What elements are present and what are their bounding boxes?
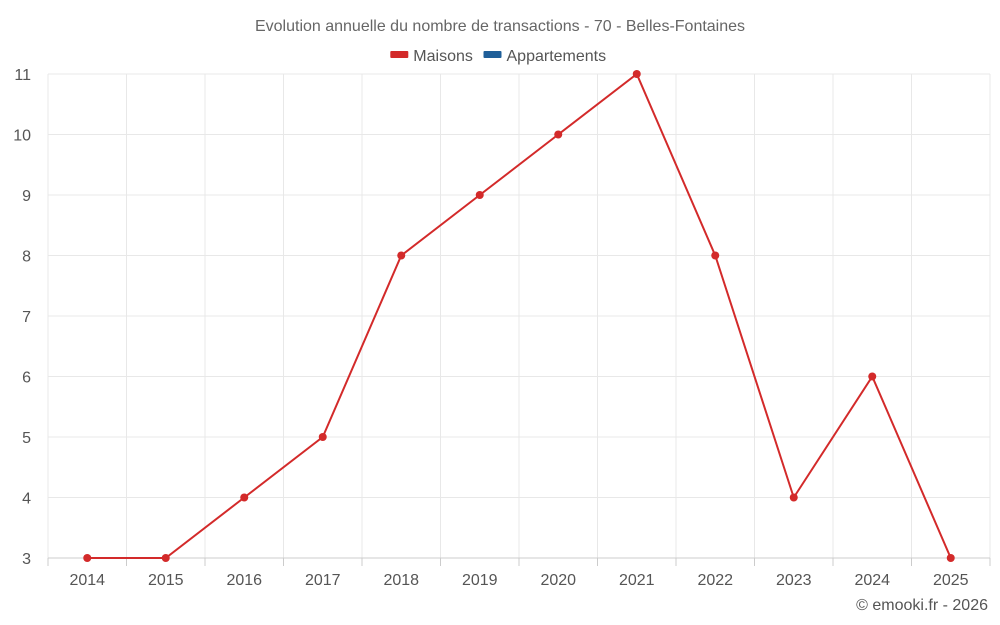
data-point[interactable] [397, 251, 406, 260]
y-tick-label: 5 [22, 430, 31, 447]
legend-swatch [390, 51, 409, 58]
x-tick-label: 2017 [305, 572, 341, 589]
series-line-maisons [87, 72, 952, 559]
data-point[interactable] [83, 554, 92, 562]
x-tick-label: 2018 [383, 572, 419, 589]
y-tick-label: 9 [22, 188, 31, 205]
legend-item-appartements[interactable]: Appartements [483, 48, 607, 65]
y-tick-label: 8 [22, 249, 31, 266]
data-point[interactable] [161, 554, 170, 562]
data-point[interactable] [946, 554, 955, 562]
x-tick-label: 2015 [148, 572, 184, 589]
y-tick-label: 6 [22, 370, 31, 387]
legend-label: Maisons [413, 48, 473, 65]
x-tick-label: 2023 [776, 572, 812, 589]
data-point[interactable] [632, 70, 641, 78]
y-tick-label: 3 [22, 551, 31, 568]
y-tick-label: 10 [13, 128, 31, 145]
data-point[interactable] [711, 251, 720, 260]
gridlines [47, 73, 991, 558]
x-tick-label: 2021 [619, 572, 655, 589]
x-axis: 2014 2015 2016 2017 2018 2019 2020 2021 2022 2023… [47, 557, 991, 589]
data-point[interactable] [554, 130, 563, 139]
legend-label: Appartements [507, 48, 607, 65]
chart-title: Evolution annuelle du nombre de transact… [255, 18, 745, 35]
y-tick-label: 11 [14, 67, 31, 84]
x-tick-label: 2020 [540, 572, 576, 589]
x-tick-label: 2019 [462, 572, 498, 589]
x-tick-label: 2016 [226, 572, 262, 589]
data-point[interactable] [868, 372, 877, 381]
x-tick-label: 2024 [854, 572, 890, 589]
x-tick-label: 2014 [69, 572, 105, 589]
data-point[interactable] [240, 493, 249, 502]
credit-text: © emooki.fr - 2026 [856, 597, 988, 614]
legend-item-maisons[interactable]: Maisons [390, 48, 473, 65]
data-point[interactable] [475, 191, 484, 199]
series-layer [83, 70, 955, 562]
legend-swatch [483, 51, 502, 58]
data-point[interactable] [789, 493, 798, 502]
y-tick-label: 4 [22, 491, 31, 508]
data-point[interactable] [318, 433, 327, 441]
legend: Maisons Appartements [390, 48, 606, 65]
y-axis: 3 4 5 6 7 8 9 10 11 [13, 67, 31, 568]
x-tick-label: 2022 [697, 572, 733, 589]
x-tick-label: 2025 [933, 572, 969, 589]
y-tick-label: 7 [22, 309, 31, 326]
